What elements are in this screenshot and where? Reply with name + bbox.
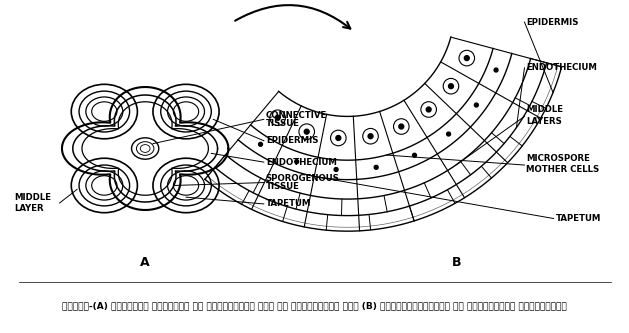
Ellipse shape [92,176,117,195]
Circle shape [276,115,280,120]
Text: MIDDLE: MIDDLE [526,105,564,114]
Ellipse shape [71,84,137,139]
Circle shape [336,136,341,141]
Ellipse shape [153,84,219,139]
Circle shape [399,124,404,129]
Text: B: B [452,256,461,269]
Circle shape [447,132,450,136]
Text: A: A [140,256,150,269]
Text: MICROSPORE: MICROSPORE [526,154,590,163]
Circle shape [426,107,431,112]
Text: चित्र-(A) परिपक्व परागकोश की अनुप्रस्थ काट का रेखाचित्र तथा (B) लघुबीजाणुधानी का: चित्र-(A) परिपक्व परागकोश की अनुप्रस्थ क… [62,302,567,311]
Text: MIDDLE: MIDDLE [14,192,51,202]
Text: CONNECTIVE: CONNECTIVE [266,111,327,120]
Text: TAPETUM: TAPETUM [555,214,601,223]
Circle shape [421,102,437,117]
Circle shape [494,68,498,72]
Text: ENDOTHECIUM: ENDOTHECIUM [526,63,598,72]
Circle shape [259,142,262,146]
Circle shape [363,129,378,144]
Text: EPIDERMIS: EPIDERMIS [526,18,579,27]
Circle shape [270,110,286,126]
Circle shape [443,78,459,94]
Text: TISSUE: TISSUE [266,119,299,128]
Text: SPOROGENOUS: SPOROGENOUS [266,174,340,183]
Circle shape [368,134,373,139]
Circle shape [295,160,299,164]
Ellipse shape [174,176,199,195]
Text: LAYER: LAYER [14,204,43,213]
Text: LAYERS: LAYERS [526,117,562,126]
Text: ENDOTHECIUM: ENDOTHECIUM [266,158,337,166]
Ellipse shape [92,102,117,121]
Circle shape [448,84,454,89]
Circle shape [334,167,338,171]
Circle shape [459,50,474,66]
Text: TAPETUM: TAPETUM [266,199,311,208]
Circle shape [464,56,469,61]
Circle shape [394,119,409,134]
Circle shape [374,166,378,169]
Circle shape [304,129,309,134]
Text: MOTHER CELLS: MOTHER CELLS [526,166,599,174]
Circle shape [474,103,478,107]
Circle shape [331,130,346,146]
Ellipse shape [131,138,159,159]
Ellipse shape [71,158,137,213]
Circle shape [299,124,314,140]
Text: TISSUE: TISSUE [266,182,299,191]
Circle shape [413,153,416,157]
Text: EPIDERMIS: EPIDERMIS [266,136,318,145]
Ellipse shape [153,158,219,213]
Ellipse shape [174,102,199,121]
